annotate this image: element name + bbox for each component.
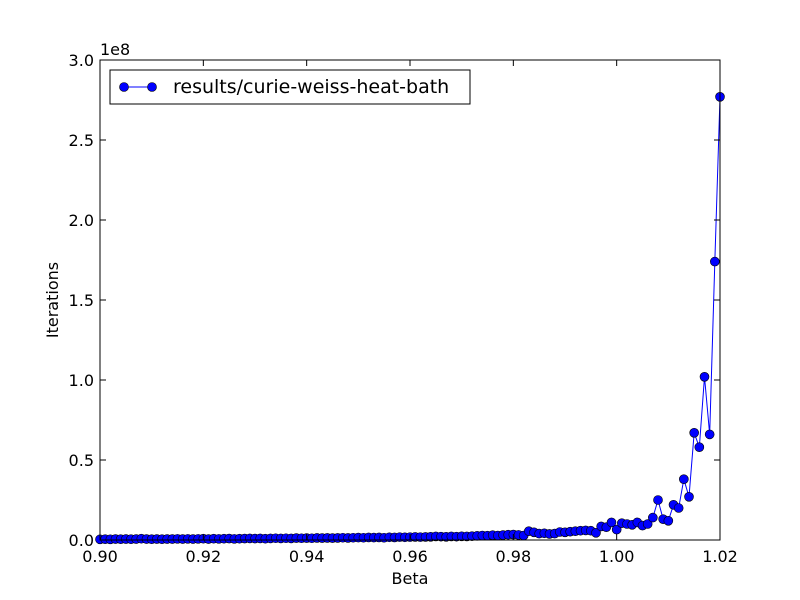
x-tick-label: 0.96 [392, 547, 428, 566]
data-point [684, 491, 694, 502]
data-point [606, 517, 617, 528]
data-point [699, 371, 710, 382]
x-tick-label: 0.94 [289, 547, 325, 566]
y-tick-label: 3.0 [69, 51, 94, 70]
data-point [673, 503, 684, 513]
data-point [704, 429, 715, 440]
data-point [679, 474, 689, 485]
data-point [648, 512, 658, 523]
x-tick-label: 1.02 [702, 547, 738, 566]
legend-marker [119, 82, 129, 92]
y-offset-label: 1e8 [100, 40, 130, 59]
y-tick-label: 1.5 [69, 291, 94, 310]
legend-box [109, 69, 471, 105]
y-tick-label: 0.0 [69, 531, 94, 550]
data-point [689, 427, 699, 438]
x-tick-label: 0.98 [496, 547, 532, 566]
data-point [710, 256, 720, 267]
data-point [591, 527, 601, 538]
x-axis-ticks: 0.90 0.92 0.94 0.96 0.98 1.00 1.02 [82, 60, 738, 566]
y-axis-ticks: 0.0 0.5 1.0 1.5 2.0 2.5 3.0 [69, 51, 720, 550]
legend: results/curie-weiss-heat-bath [109, 69, 471, 105]
data-point [653, 495, 663, 505]
data-point [694, 442, 705, 453]
x-tick-label: 1.00 [599, 547, 635, 566]
data-point [663, 515, 674, 526]
x-tick-label: 0.92 [186, 547, 222, 566]
x-axis-label: Beta [392, 569, 429, 588]
y-tick-label: 1.0 [69, 371, 94, 390]
x-tick-label: 0.90 [82, 547, 118, 566]
y-tick-label: 0.5 [69, 451, 94, 470]
legend-marker [147, 82, 157, 92]
y-tick-label: 2.5 [69, 131, 94, 150]
legend-label: results/curie-weiss-heat-bath [173, 76, 449, 98]
data-point [642, 519, 653, 529]
plot-area [100, 60, 720, 540]
y-tick-label: 2.0 [69, 211, 94, 230]
y-axis-label: Iterations [43, 262, 62, 338]
